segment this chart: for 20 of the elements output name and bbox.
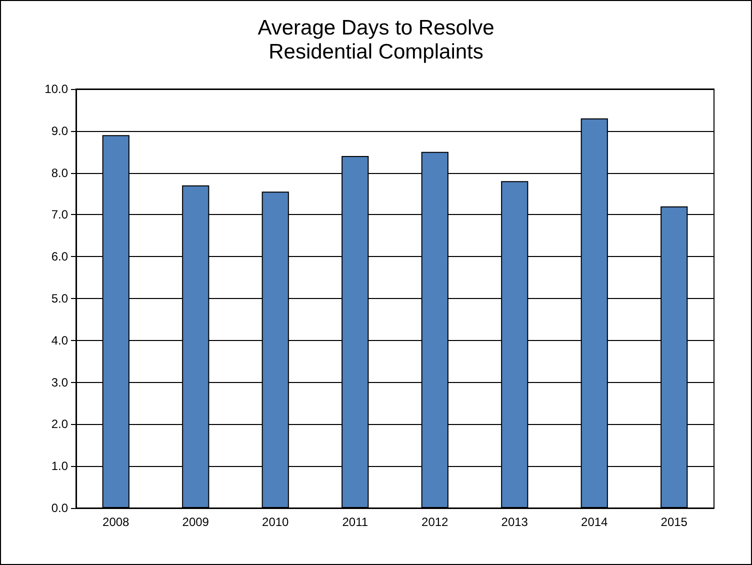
x-tick-label: 2010 <box>262 515 290 529</box>
x-tick-label: 2008 <box>102 515 130 529</box>
x-tick-label: 2009 <box>182 515 210 529</box>
x-tick-label: 2014 <box>581 515 608 529</box>
y-tick-label: 10.0 <box>44 82 68 96</box>
y-tick-label: 6.0 <box>51 250 68 264</box>
y-tick-label: 5.0 <box>51 292 68 306</box>
y-tick-label: 4.0 <box>51 333 68 348</box>
x-tick-label: 2013 <box>501 515 528 529</box>
x-tick-label: 2015 <box>660 515 688 529</box>
y-tick-label: 3.0 <box>51 375 68 390</box>
y-tick-label: 1.0 <box>51 459 68 474</box>
y-tick-label: 7.0 <box>51 208 68 222</box>
y-tick-label: 2.0 <box>51 417 68 432</box>
chart-title: Average Days to Resolve Residential Complaints <box>258 16 494 64</box>
x-tick-label: 2012 <box>422 515 449 529</box>
y-tick-label: 8.0 <box>51 166 68 180</box>
y-tick-label: 0.0 <box>51 501 68 515</box>
x-tick-label: 2011 <box>342 515 368 529</box>
y-tick-label: 9.0 <box>51 124 68 138</box>
